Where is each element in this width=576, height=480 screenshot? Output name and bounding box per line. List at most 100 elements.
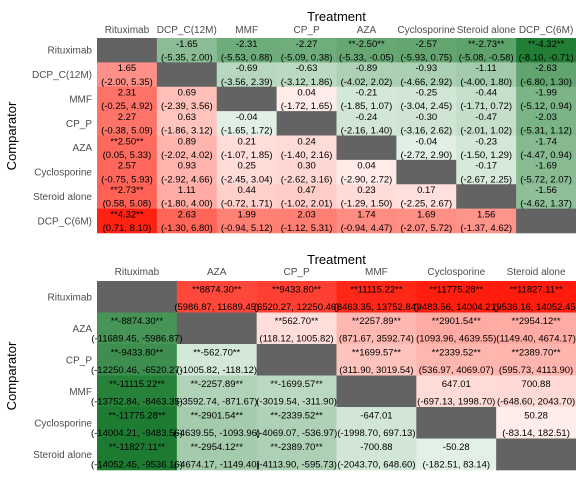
heatmap-cell: [216, 62, 277, 88]
cell-estimate-label: -700.88: [360, 442, 392, 453]
cell-estimate-label: 0.63: [178, 112, 197, 123]
heatmap-cell: [516, 38, 576, 63]
cell-ci-label: (-4069.07, -536.97): [256, 428, 337, 439]
heatmap-cell: [496, 375, 576, 408]
cell-ci-label: (5986.87, 11689.45): [174, 302, 259, 313]
diagonal-cell: [496, 438, 576, 471]
diagonal-cell: [276, 111, 337, 136]
cell-estimate-label: -1.56: [535, 185, 557, 196]
cell-ci-label: (-1.86, 3.12): [161, 126, 213, 137]
heatmap-cell: [256, 438, 337, 471]
cell-ci-label: (-2.67, 2.25): [460, 174, 512, 185]
x-tick-label: DCP_C(12M): [157, 25, 217, 36]
cell-ci-label: (-3592.74, -871.67): [176, 396, 257, 407]
heatmap-cell: [456, 208, 517, 234]
heatmap-cell: [396, 208, 457, 234]
cell-estimate-label: **-2.73**: [468, 39, 505, 50]
cell-ci-label: (-2.39, 3.56): [161, 101, 213, 112]
x-tick-label: Steroid alone: [457, 25, 516, 36]
cell-ci-label: (-5.33, -0.05): [339, 52, 394, 63]
diagonal-cell: [216, 86, 277, 112]
heatmap-cell: [97, 135, 158, 161]
cell-estimate-label: **-9433.80**: [111, 347, 164, 358]
cell-ci-label: (-2.16, 1.40): [341, 126, 393, 137]
cell-ci-label: (-5.72, 2.07): [520, 174, 572, 185]
cell-ci-label: (-0.38, 5.09): [101, 126, 153, 137]
cell-ci-label: (-5.35, 2.00): [161, 52, 213, 63]
cell-ci-label: (-5.08, -0.58): [459, 52, 514, 63]
cell-ci-label: (-1.50, 1.29): [460, 150, 512, 161]
cell-estimate-label: -0.69: [236, 63, 258, 74]
heatmap-cell: [516, 111, 576, 136]
x-tick-label: AZA: [207, 267, 227, 278]
heatmap-cell: [396, 184, 457, 209]
cell-ci-label: (-4.47, 0.94): [520, 150, 572, 161]
cell-ci-label: (-4.62, 1.37): [520, 199, 572, 210]
cell-ci-label: (-5.93, 0.75): [400, 52, 452, 63]
cell-estimate-label: -2.31: [236, 39, 258, 50]
cell-ci-label: (-2.00, 5.35): [101, 77, 153, 88]
cell-estimate-label: **-11827.11**: [109, 442, 165, 453]
x-tick-label: Steroid alone: [507, 267, 566, 278]
cell-estimate-label: **2901.54**: [432, 316, 481, 327]
cell-estimate-label: 0.23: [357, 185, 376, 196]
cell-ci-label: (-2.02, 4.02): [161, 150, 213, 161]
cell-estimate-label: **11827.11**: [510, 284, 563, 295]
cell-estimate-label: 50.28: [524, 410, 548, 421]
cell-ci-label: (-648.60, 2043.70): [497, 396, 575, 407]
y-tick-label: CP_P: [66, 119, 92, 130]
panel-2-y-axis-title: Comparator: [4, 341, 19, 410]
heatmap-cell: [97, 438, 178, 471]
cell-estimate-label: 0.30: [297, 161, 316, 172]
cell-ci-label: (-12250.46, -6520.27): [91, 365, 183, 376]
cell-estimate-label: **562.70**: [275, 316, 319, 327]
heatmap-cell: [216, 208, 277, 234]
cell-ci-label: (-3.04, 2.45): [400, 101, 452, 112]
cell-ci-label: (-1.37, 4.62): [460, 223, 512, 234]
cell-estimate-label: -50.28: [443, 442, 470, 453]
x-tick-label: Cyclosporine: [397, 25, 455, 36]
cell-estimate-label: **-2954.12**: [191, 442, 244, 453]
heatmap-cell: [456, 135, 517, 161]
cell-ci-label: (-4113.90, -595.73): [256, 459, 337, 470]
cell-ci-label: (311.90, 3019.54): [339, 365, 413, 376]
cell-estimate-label: 1.74: [357, 209, 376, 220]
diagonal-cell: [156, 62, 218, 88]
diagonal-cell: [176, 312, 257, 345]
heatmap-panel-1: Treatment Comparator Rituximab DCP_C(12M) MM…: [4, 9, 576, 234]
heatmap-cell: [216, 38, 277, 63]
cell-ci-label: (-4674.17, -1149.40): [174, 459, 260, 470]
cell-ci-label: (118.12, 1005.82): [259, 333, 333, 344]
cell-ci-label: (-1.29, 1.50): [341, 199, 393, 210]
cell-estimate-label: -1.74: [535, 136, 557, 147]
y-tick-label: Rituximab: [48, 292, 93, 303]
x-tick-label: AZA: [357, 25, 377, 36]
cell-ci-label: (1093.96, 4639.55): [416, 333, 496, 344]
cell-estimate-label: -2.03: [535, 112, 557, 123]
heatmap-cell: [156, 135, 218, 161]
cell-ci-label: (-2.62, 3.16): [281, 174, 333, 185]
cell-estimate-label: **2954.12**: [512, 316, 561, 327]
cell-ci-label: (-1.07, 1.85): [221, 150, 273, 161]
cell-ci-label: (-2.25, 2.67): [400, 199, 452, 210]
cell-ci-label: (-182.51, 83.14): [422, 459, 490, 470]
heatmap-cell: [156, 111, 218, 136]
cell-estimate-label: 2.27: [118, 112, 137, 123]
heatmap-cell: [176, 375, 257, 408]
cell-ci-label: (1149.40, 4674.17): [496, 333, 576, 344]
heatmap-cell: [336, 407, 417, 439]
x-tick-label: Rituximab: [105, 25, 150, 36]
cell-estimate-label: 2.63: [178, 209, 197, 220]
heatmap-cell: [336, 208, 397, 234]
cell-estimate-label: 1.56: [477, 209, 496, 220]
panel-1-title: Treatment: [307, 9, 366, 24]
cell-estimate-label: 0.04: [357, 161, 376, 172]
cell-ci-label: (-1.40, 2.16): [281, 150, 333, 161]
cell-estimate-label: **4.32**: [110, 209, 144, 220]
cell-ci-label: (-4.00, 1.80): [460, 77, 512, 88]
heatmap-cell: [97, 159, 158, 185]
cell-ci-label: (-6.80, 1.30): [520, 77, 572, 88]
x-tick-label: DCP_C(6M): [519, 25, 573, 36]
